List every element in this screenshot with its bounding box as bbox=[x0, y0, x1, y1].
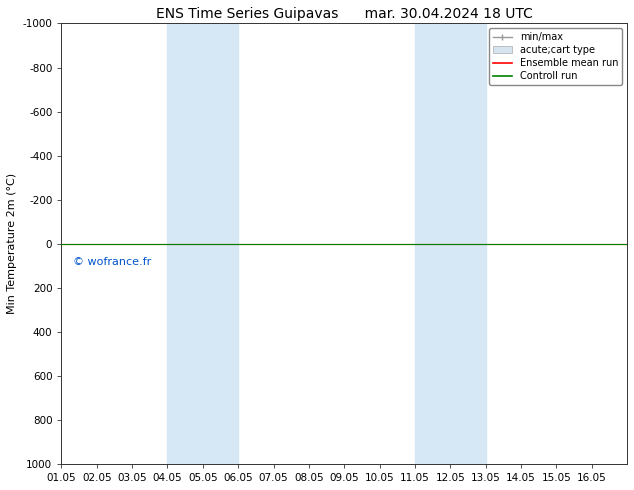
Bar bbox=[167, 24, 238, 464]
Title: ENS Time Series Guipavas      mar. 30.04.2024 18 UTC: ENS Time Series Guipavas mar. 30.04.2024… bbox=[156, 7, 533, 21]
Text: © wofrance.fr: © wofrance.fr bbox=[73, 257, 151, 267]
Y-axis label: Min Temperature 2m (°C): Min Temperature 2m (°C) bbox=[7, 173, 17, 314]
Bar bbox=[415, 24, 486, 464]
Legend: min/max, acute;cart type, Ensemble mean run, Controll run: min/max, acute;cart type, Ensemble mean … bbox=[489, 28, 622, 85]
